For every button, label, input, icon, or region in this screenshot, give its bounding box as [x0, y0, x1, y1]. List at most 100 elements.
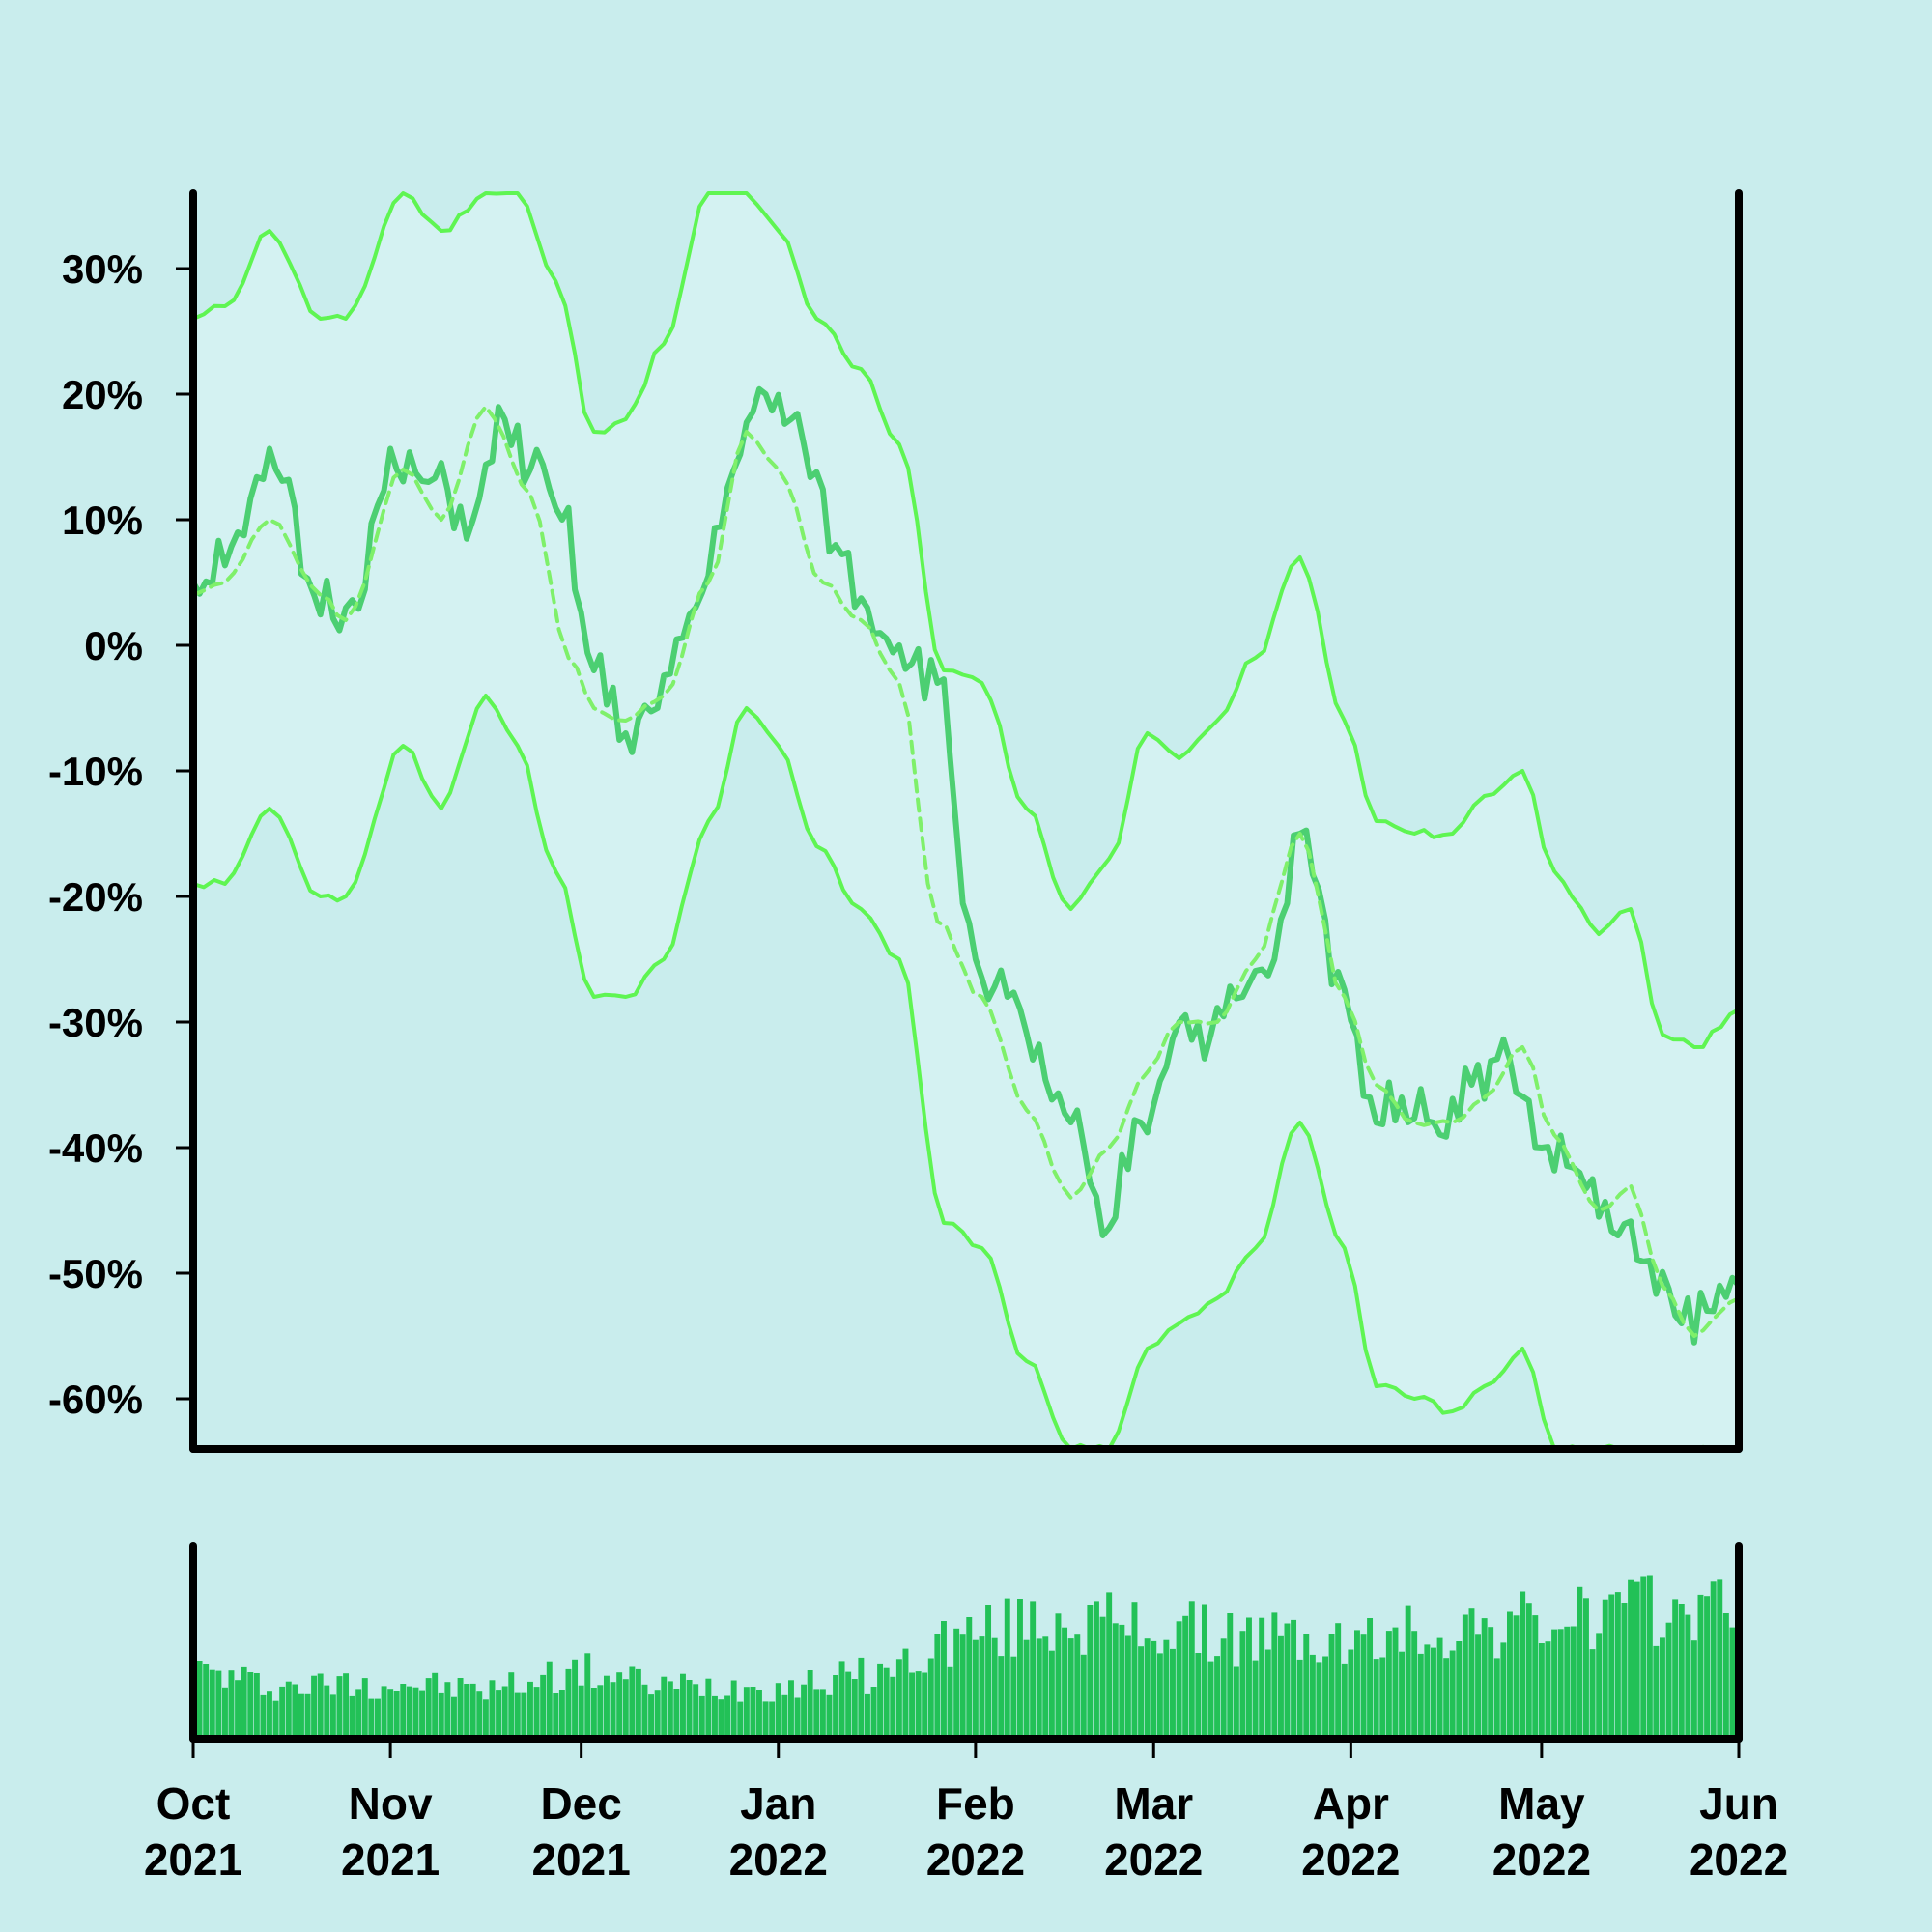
x-tick-label-month: Oct	[156, 1778, 231, 1829]
volume-bar	[400, 1684, 407, 1739]
volume-bar	[247, 1672, 254, 1739]
volume-bar	[508, 1672, 515, 1739]
volume-bar	[661, 1676, 668, 1739]
volume-bar	[1596, 1633, 1603, 1739]
volume-bar	[272, 1700, 279, 1739]
volume-bar	[750, 1687, 756, 1739]
y-tick-label: 0%	[84, 623, 143, 668]
volume-bar	[1608, 1594, 1615, 1739]
volume-bar	[1188, 1601, 1195, 1739]
volume-bar	[922, 1672, 928, 1739]
volume-bar	[1271, 1612, 1278, 1739]
volume-bar	[1462, 1614, 1468, 1739]
volume-bar	[1144, 1638, 1151, 1739]
volume-bar	[1220, 1638, 1227, 1739]
volume-bar	[1138, 1646, 1145, 1739]
y-tick-label: 10%	[62, 497, 143, 543]
volume-bar	[572, 1659, 579, 1739]
volume-bar	[819, 1689, 826, 1739]
volume-bar	[215, 1670, 222, 1739]
volume-bar	[966, 1617, 973, 1739]
volume-bar	[317, 1673, 324, 1739]
volume-bar	[304, 1693, 311, 1739]
volume-bar	[1348, 1649, 1354, 1739]
volume-bar	[1653, 1645, 1660, 1739]
volume-bar	[1602, 1599, 1608, 1739]
volume-bar	[604, 1675, 610, 1739]
volume-bar	[1264, 1649, 1271, 1739]
volume-bar	[762, 1701, 769, 1739]
volume-bar	[553, 1693, 559, 1739]
y-tick-label: -50%	[48, 1251, 143, 1296]
volume-bar	[985, 1605, 992, 1739]
volume-bar	[1042, 1636, 1049, 1739]
volume-bar	[1456, 1641, 1463, 1739]
volume-bar	[1475, 1634, 1482, 1739]
volume-bar	[1291, 1619, 1297, 1739]
volume-bar	[209, 1669, 215, 1739]
volume-bar	[406, 1686, 412, 1739]
volume-panel	[189, 1542, 1743, 1743]
volume-bar	[1710, 1581, 1717, 1739]
volume-bar	[1722, 1613, 1729, 1739]
volume-bar	[533, 1687, 540, 1739]
volume-bar	[1570, 1626, 1577, 1739]
volume-bar	[953, 1628, 960, 1739]
volume-bar	[756, 1690, 762, 1739]
price-line	[190, 385, 1742, 1346]
volume-bar	[1628, 1579, 1634, 1739]
volume-bar	[1685, 1614, 1691, 1739]
volume-bar	[1640, 1576, 1647, 1739]
volume-bar	[565, 1668, 572, 1739]
volume-bar	[375, 1698, 381, 1739]
volume-bar	[947, 1666, 953, 1739]
volume-bar	[833, 1675, 839, 1739]
volume-bar	[387, 1689, 394, 1739]
x-tick-label-month: May	[1498, 1778, 1585, 1829]
volume-bar	[1202, 1604, 1208, 1739]
x-tick-label-month: Feb	[936, 1778, 1015, 1829]
x-tick-label-year: 2022	[1301, 1834, 1400, 1885]
volume-bar	[851, 1679, 858, 1739]
lower-band-line	[191, 694, 1741, 1451]
volume-bar	[877, 1663, 884, 1739]
volume-bar	[412, 1687, 419, 1739]
volume-bar	[267, 1691, 272, 1739]
volume-bar	[781, 1694, 788, 1739]
volume-bar	[1208, 1661, 1214, 1739]
volume-bar	[527, 1681, 533, 1739]
volume-bar	[1023, 1639, 1030, 1739]
volume-bar	[730, 1680, 737, 1739]
volume-bar	[743, 1687, 750, 1739]
volume-bar	[1322, 1656, 1329, 1739]
volume-bar	[1316, 1662, 1322, 1739]
volume-bar	[368, 1698, 375, 1739]
volume-bar	[1634, 1581, 1640, 1739]
volume-bar	[635, 1668, 641, 1739]
y-tick-label: -20%	[48, 874, 143, 920]
volume-bar	[1055, 1613, 1062, 1739]
volume-bar	[489, 1680, 496, 1739]
x-tick-label-year: 2022	[1690, 1834, 1788, 1885]
volume-bar	[1545, 1641, 1551, 1739]
volume-bar	[737, 1701, 744, 1739]
volume-bar	[285, 1681, 292, 1739]
x-tick-label-year: 2022	[729, 1834, 828, 1885]
volume-bar	[1507, 1611, 1513, 1739]
volume-bar	[355, 1689, 362, 1739]
volume-bar	[1074, 1634, 1081, 1739]
x-tick-label-year: 2022	[1492, 1834, 1591, 1885]
volume-bar	[1468, 1608, 1475, 1739]
volume-bar	[1303, 1634, 1310, 1739]
volume-bar	[1583, 1598, 1589, 1739]
volume-bar	[1614, 1592, 1621, 1739]
volume-bar	[1309, 1654, 1316, 1739]
volume-bar	[444, 1682, 451, 1739]
volume-bar	[895, 1659, 902, 1739]
volume-bar	[858, 1657, 865, 1739]
volume-bar	[629, 1666, 636, 1739]
x-tick-label-month: Mar	[1114, 1778, 1193, 1829]
volume-bar	[514, 1692, 521, 1739]
volume-bar	[712, 1695, 718, 1739]
volume-bar	[311, 1675, 318, 1739]
